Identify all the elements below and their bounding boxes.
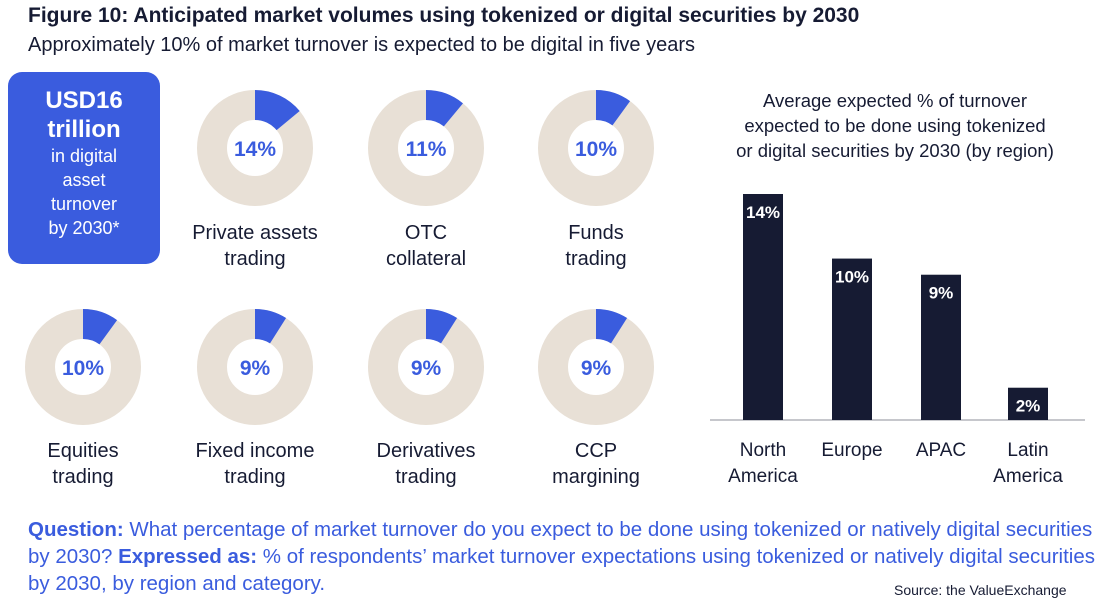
donut-value-arc — [425, 309, 458, 344]
callout-text-3: turnover — [50, 194, 118, 214]
regional-bar-chart: 14% North America 10% Europe 9% APAC 2% Latin Ame… — [710, 194, 1085, 487]
callout-text-4: by 2030* — [48, 218, 120, 238]
caption-line-2: trading — [395, 466, 457, 488]
caption-line-2: margining — [552, 466, 640, 488]
bar — [832, 258, 872, 420]
donut-caption: Fixed income trading — [170, 438, 340, 490]
donut-percent-label: 9% — [411, 357, 442, 380]
donut-fixed-income-trading: 9% — [197, 309, 313, 425]
caption-line-2: trading — [224, 248, 286, 270]
donut-percent-label: 10% — [62, 357, 104, 380]
usd-trillion-callout: USD16 trillion in digital asset turnover… — [8, 72, 160, 264]
expressed-as-body: % of respondents’ market turnover expect… — [28, 545, 1095, 595]
question-body: What percentage of market turnover do yo… — [28, 518, 1093, 568]
donut-caption: OTC collateral — [341, 220, 511, 272]
bar-chart-title-line-1: Average expected % of turnover — [763, 90, 1027, 111]
callout-amount: USD16 — [45, 87, 123, 114]
bar — [743, 194, 783, 420]
bar-value-label: 14% — [746, 203, 780, 222]
caption-line-2: trading — [52, 466, 114, 488]
donut-value-arc — [82, 309, 118, 345]
donut-ccp-margining: 9% — [538, 309, 654, 425]
bar — [1008, 387, 1048, 420]
callout-text-1: in digital — [50, 146, 118, 166]
caption-line-1: Derivatives — [376, 440, 476, 462]
caption-line-2: trading — [224, 466, 286, 488]
donut-caption: Private assets trading — [170, 220, 340, 272]
caption-line-1: OTC — [404, 222, 448, 244]
donut-percent-label: 9% — [581, 357, 612, 380]
bar-chart-title-line-2: expected to be done using tokenized — [744, 115, 1046, 136]
donut-private-assets: 14% — [197, 90, 313, 206]
donut-caption: Funds trading — [511, 220, 681, 272]
donut-value-arc — [595, 309, 628, 344]
caption-line-1: Fixed income — [195, 440, 315, 462]
category-label: Europe — [821, 440, 882, 461]
figure-title: Figure 10: Anticipated market volumes us… — [28, 4, 860, 27]
donut-value-arc — [254, 309, 287, 344]
bar — [921, 274, 961, 420]
source-note: Source: the ValueExchange — [894, 582, 1067, 598]
callout-unit: trillion — [47, 116, 121, 143]
donut-percent-label: 14% — [234, 138, 276, 161]
donut-value-arc — [254, 90, 300, 131]
donut-value-arc — [595, 90, 631, 126]
bar-value-label: 9% — [929, 284, 954, 303]
donut-caption: Derivatives trading — [341, 438, 511, 490]
bar-value-label: 2% — [1016, 397, 1041, 416]
donut-funds-trading: 10% — [538, 90, 654, 206]
expressed-as-label: Expressed as: — [118, 545, 258, 568]
donut-percent-label: 11% — [406, 138, 447, 161]
question-label: Question: — [28, 518, 124, 541]
caption-line-2: trading — [565, 248, 627, 270]
category-label: Latin — [1007, 440, 1048, 461]
donut-otc-collateral: 11% — [368, 90, 484, 206]
caption-line-1: Funds — [568, 222, 624, 244]
question-text: Question: What percentage of market turn… — [28, 516, 1098, 597]
caption-line-1: CCP — [574, 440, 618, 462]
category-label: America — [993, 466, 1063, 487]
caption-line-2: collateral — [385, 248, 467, 270]
category-label: America — [728, 466, 798, 487]
donut-caption: Equities trading — [0, 438, 168, 490]
caption-line-1: Private assets — [192, 222, 318, 244]
callout-text-2: asset — [62, 170, 106, 190]
donut-caption: CCP margining — [511, 438, 681, 490]
donut-value-arc — [425, 90, 463, 127]
category-label: APAC — [916, 440, 966, 461]
caption-line-1: Equities — [47, 440, 119, 462]
category-label: North — [740, 440, 786, 461]
donut-percent-label: 9% — [240, 357, 271, 380]
donut-derivatives-trading: 9% — [368, 309, 484, 425]
bar-value-label: 10% — [835, 268, 869, 287]
bar-chart-title: Average expected % of turnover expected … — [700, 88, 1090, 163]
figure-subtitle: Approximately 10% of market turnover is … — [28, 34, 695, 56]
bar-chart-title-line-3: or digital securities by 2030 (by region… — [736, 140, 1054, 161]
donut-percent-label: 10% — [575, 138, 617, 161]
donut-equities-trading: 10% — [25, 309, 141, 425]
